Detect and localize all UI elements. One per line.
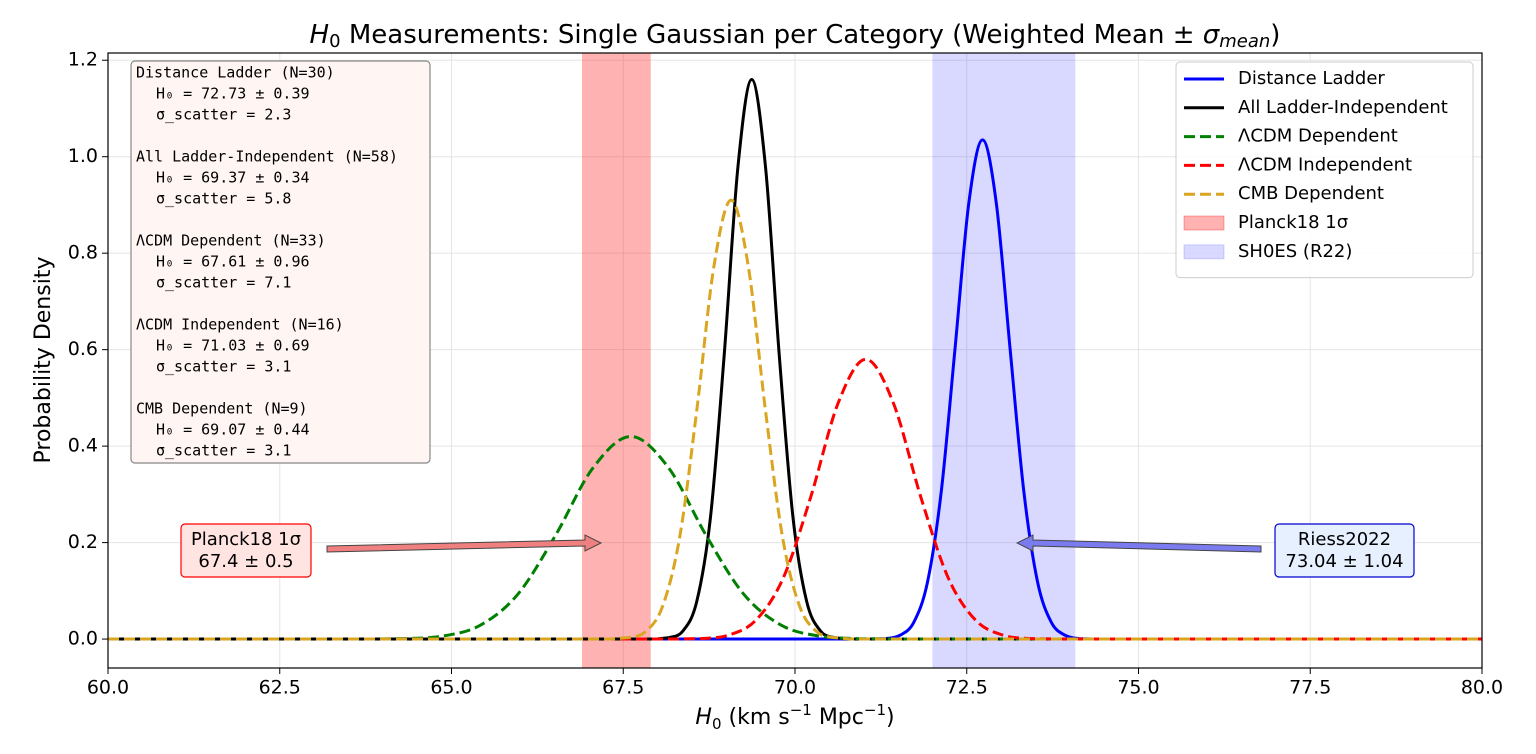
stats-title: Distance Ladder (N=30) xyxy=(136,64,335,82)
stats-line: σ_scatter = 3.1 xyxy=(156,442,291,460)
y-axis-label: Probability Density xyxy=(31,257,56,464)
y-tick-label: 0.8 xyxy=(68,242,98,264)
legend-box xyxy=(1175,61,1474,279)
legend-label: Distance Ladder xyxy=(1238,68,1385,89)
legend-label: All Ladder-Independent xyxy=(1238,97,1448,118)
chart-title: H0 Measurements: Single Gaussian per Cat… xyxy=(310,20,1281,53)
stats-title: ΛCDM Independent (N=16) xyxy=(136,316,344,334)
plot-frame xyxy=(107,52,1483,669)
y-tick-label: 0.2 xyxy=(68,531,98,553)
stats-title: All Ladder-Independent (N=58) xyxy=(136,148,398,166)
y-tick-label: 1.2 xyxy=(68,49,98,71)
band xyxy=(932,53,1076,668)
x-tick-label: 75.0 xyxy=(1117,677,1159,699)
stats-line: σ_scatter = 7.1 xyxy=(156,274,291,292)
stats-line: H₀ = 72.73 ± 0.39 xyxy=(156,85,310,103)
curve xyxy=(108,198,1482,641)
stats-line: σ_scatter = 2.3 xyxy=(156,106,291,124)
annotation-arrow xyxy=(1015,534,1262,553)
annotation-text: Planck18 1σ xyxy=(191,529,301,550)
stats-line: H₀ = 67.61 ± 0.96 xyxy=(156,253,310,271)
y-tick-label: 0.6 xyxy=(68,338,98,360)
curve xyxy=(108,78,1482,641)
legend-label: ΛCDM Dependent xyxy=(1238,126,1398,147)
y-tick-label: 1.0 xyxy=(68,145,98,167)
legend-label: CMB Dependent xyxy=(1238,183,1384,204)
legend-label: Planck18 1σ xyxy=(1238,212,1348,233)
stats-title: ΛCDM Dependent (N=33) xyxy=(136,232,326,250)
x-tick-label: 77.5 xyxy=(1289,677,1331,699)
stats-line: σ_scatter = 3.1 xyxy=(156,358,291,376)
x-tick-label: 65.0 xyxy=(430,677,472,699)
annotation-text: Riess2022 xyxy=(1298,529,1391,550)
x-tick-label: 60.0 xyxy=(87,677,129,699)
stats-line: σ_scatter = 5.8 xyxy=(156,190,291,208)
stats-title: CMB Dependent (N=9) xyxy=(136,400,308,418)
curve xyxy=(108,138,1482,641)
x-tick-label: 70.0 xyxy=(774,677,816,699)
legend-label: ΛCDM Independent xyxy=(1238,154,1412,175)
annotation-text: 73.04 ± 1.04 xyxy=(1285,551,1403,572)
stats-line: H₀ = 69.07 ± 0.44 xyxy=(156,421,310,439)
x-tick-label: 72.5 xyxy=(946,677,988,699)
stats-line: H₀ = 71.03 ± 0.69 xyxy=(156,337,310,355)
annotation-box xyxy=(180,523,312,578)
band xyxy=(582,53,651,668)
y-tick-label: 0.4 xyxy=(68,435,98,457)
annotation-arrow xyxy=(326,534,603,553)
y-tick-label: 0.0 xyxy=(68,628,98,650)
x-tick-label: 62.5 xyxy=(259,677,301,699)
legend-label: SH0ES (R22) xyxy=(1238,241,1352,262)
stats-box xyxy=(130,60,431,464)
annotation-text: 67.4 ± 0.5 xyxy=(198,551,293,572)
legend-swatch xyxy=(1183,244,1225,260)
x-tick-label: 80.0 xyxy=(1461,677,1503,699)
curve xyxy=(108,434,1482,641)
legend-swatch xyxy=(1183,215,1225,231)
stats-line: H₀ = 69.37 ± 0.34 xyxy=(156,169,310,187)
x-axis-label: H0 (km s−1 Mpc−1) xyxy=(695,701,894,733)
annotation-box xyxy=(1274,523,1415,578)
x-tick-label: 67.5 xyxy=(602,677,644,699)
